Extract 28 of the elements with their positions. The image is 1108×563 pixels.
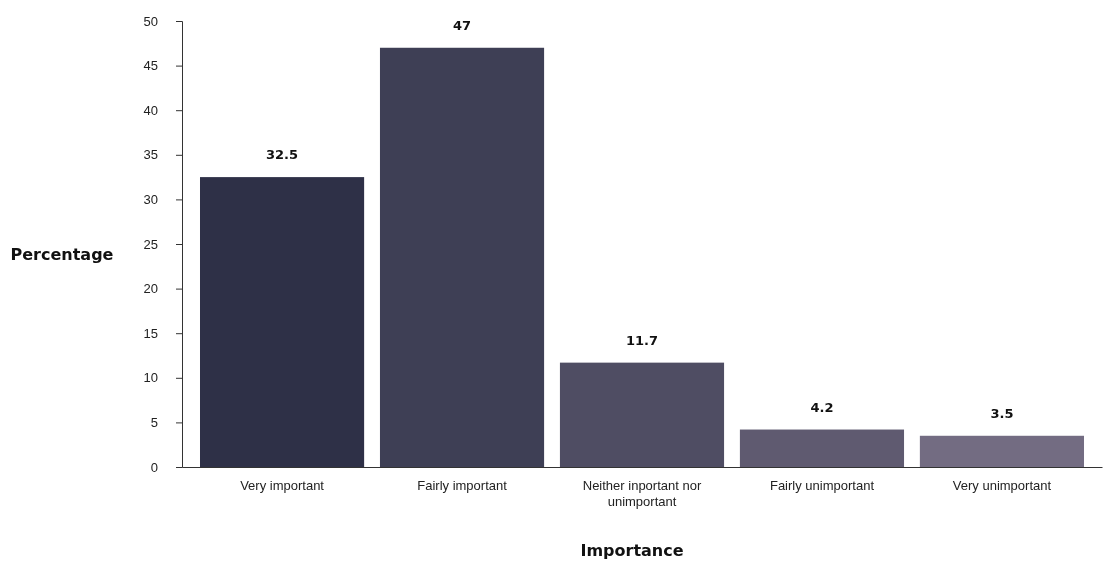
x-tick-label: Very unimportant [952,478,1052,494]
y-tick-label: 30 [143,192,158,208]
x-axis-title: Importance [580,541,684,560]
data-label: 11.7 [625,332,659,348]
bar [379,47,545,467]
x-tick-label: Fairly important [417,478,508,494]
data-label: 4.2 [810,399,834,415]
y-tick-label: 0 [150,459,158,475]
y-tick-label: 10 [143,370,158,386]
y-tick-label: 5 [150,415,158,431]
y-tick-label: 25 [143,236,158,252]
y-tick-label: 15 [143,325,158,341]
y-tick-label: 50 [143,13,158,29]
y-tick-label: 35 [143,147,158,163]
y-tick-label: 40 [143,102,158,118]
bar [200,177,365,467]
x-tick-label: Very important [240,478,325,494]
bar [739,429,905,467]
y-tick-label: 20 [143,281,158,297]
data-label: 32.5 [266,147,299,163]
y-tick-label: 45 [143,58,158,74]
x-tick-label: Neither inportant nor unimportant [582,478,702,510]
bar [919,435,1084,467]
bar [559,362,725,467]
y-axis-title: Percentage [10,245,114,264]
data-label: 3.5 [990,405,1014,421]
x-tick-label: Fairly unimportant [769,478,875,494]
data-label: 47 [452,17,472,33]
